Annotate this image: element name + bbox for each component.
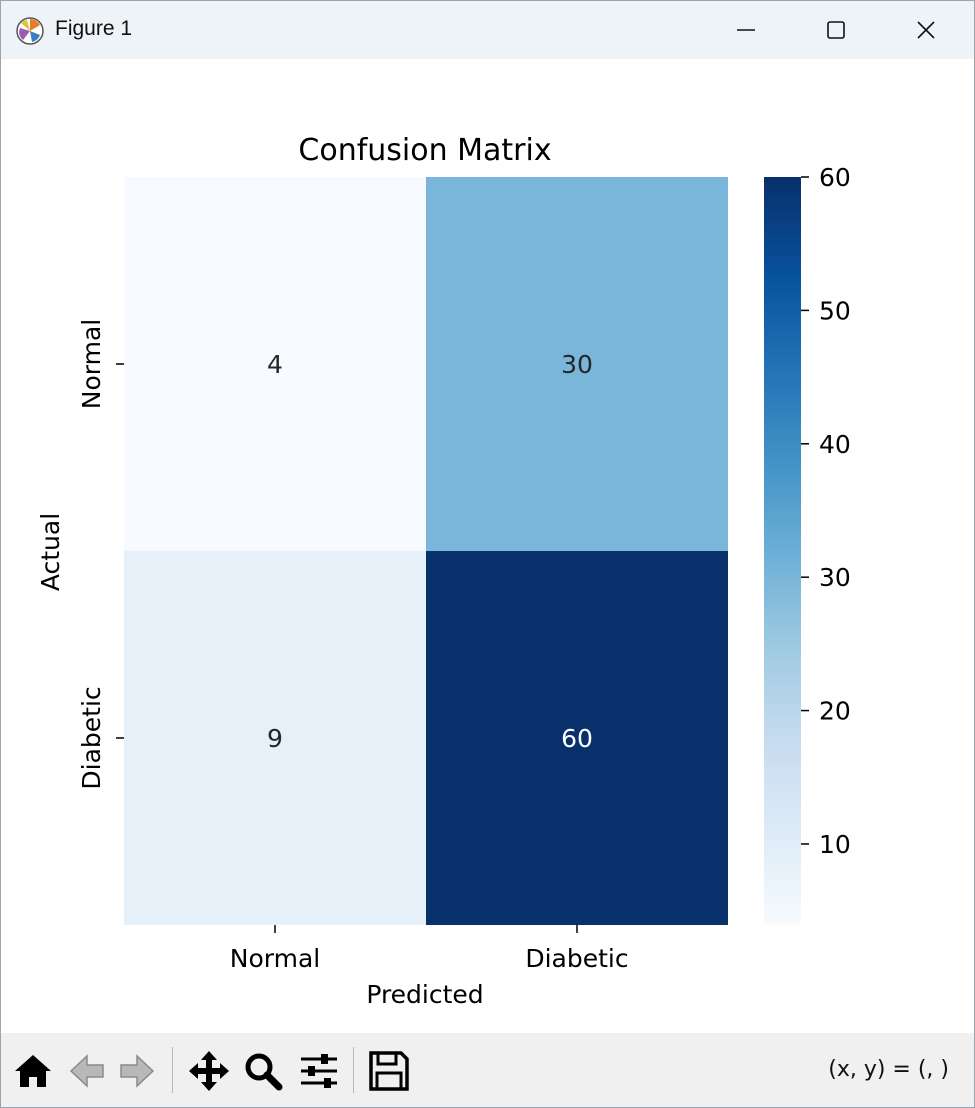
cell-annotation: 4 <box>267 350 283 379</box>
arrow-right-icon <box>120 1054 155 1088</box>
back-button[interactable] <box>65 1049 109 1093</box>
zoom-button[interactable] <box>241 1049 285 1093</box>
y-axis-label: Actual <box>36 513 65 591</box>
save-button[interactable] <box>367 1049 411 1093</box>
cell-annotation: 30 <box>561 350 593 379</box>
toolbar-separator <box>172 1047 173 1093</box>
heatmap-cell <box>426 551 728 925</box>
magnifier-icon <box>245 1053 283 1091</box>
title-bar[interactable]: Figure 1 <box>1 1 974 59</box>
configure-subplots-button[interactable] <box>297 1049 341 1093</box>
navigation-toolbar: (x, y) = (, ) <box>1 1033 974 1107</box>
colorbar-tick-label: 10 <box>819 830 851 859</box>
x-tick-label: Normal <box>230 944 320 973</box>
colorbar-tick-label: 30 <box>819 563 851 592</box>
heatmap-cell <box>426 177 728 551</box>
y-tick-label: Diabetic <box>77 686 106 789</box>
y-tick-label: Normal <box>77 319 106 409</box>
x-tick-label: Diabetic <box>525 944 628 973</box>
chart-title: Confusion Matrix <box>298 133 551 168</box>
cell-annotation: 9 <box>267 724 283 753</box>
cell-annotation: 60 <box>561 724 593 753</box>
colorbar <box>764 177 801 924</box>
maximize-button[interactable] <box>791 1 881 59</box>
sliders-icon <box>301 1054 337 1088</box>
matplotlib-icon <box>16 17 44 45</box>
maximize-icon <box>827 21 845 39</box>
minimize-button[interactable] <box>701 1 791 59</box>
home-icon <box>15 1055 51 1087</box>
colorbar-tick-label: 50 <box>819 296 851 325</box>
arrow-left-icon <box>69 1054 104 1088</box>
move-icon <box>189 1051 229 1091</box>
minimize-icon <box>737 29 755 31</box>
colorbar-tick-label: 60 <box>819 163 851 192</box>
close-icon <box>917 21 935 39</box>
colorbar-tick-label: 40 <box>819 430 851 459</box>
toolbar-separator <box>353 1047 354 1093</box>
confusion-matrix-chart: Confusion Matrix Predicted Actual 4 30 9 60… <box>36 133 851 1009</box>
window-title: Figure 1 <box>55 17 133 40</box>
close-button[interactable] <box>881 1 971 59</box>
coordinates-readout: (x, y) = (, ) <box>828 1057 949 1082</box>
forward-button[interactable] <box>115 1049 159 1093</box>
pan-button[interactable] <box>187 1049 231 1093</box>
home-button[interactable] <box>11 1049 55 1093</box>
figure-canvas[interactable]: Confusion Matrix Predicted Actual 4 30 9 60… <box>1 59 974 1033</box>
heatmap-cell <box>124 551 426 925</box>
colorbar-tick-label: 20 <box>819 697 851 726</box>
floppy-disk-icon <box>369 1051 409 1091</box>
x-axis-label: Predicted <box>366 980 483 1009</box>
heatmap-cell <box>124 177 426 551</box>
